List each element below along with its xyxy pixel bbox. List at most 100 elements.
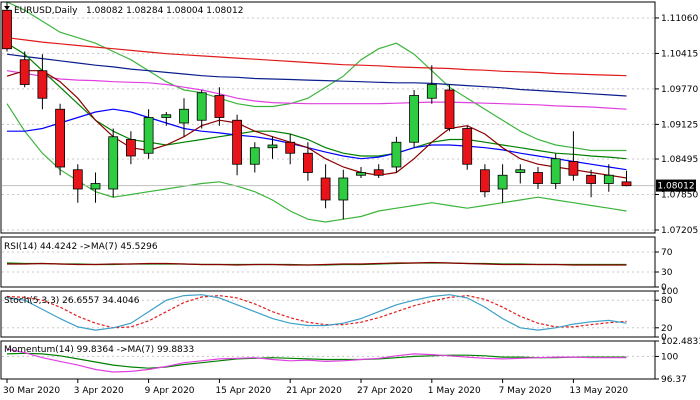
momentum-y-tick-label: 100 <box>661 352 678 362</box>
price-y-tick-label: 1.08495 <box>661 155 698 165</box>
ohlc-values: 1.08082 1.08284 1.08004 1.08012 <box>86 6 243 16</box>
bollinger-upper-line <box>6 1 627 152</box>
candle-body <box>267 144 278 149</box>
rsi-title: RSI(14) 44.4242 ->MA(7) 45.5296 <box>4 242 158 252</box>
momentum-signal-line <box>6 352 627 369</box>
candle <box>479 164 490 198</box>
candle-body <box>409 95 420 143</box>
rsi-panel-border <box>0 236 656 288</box>
candle-body <box>72 169 83 190</box>
price-y-tick-label: 1.09125 <box>661 120 698 130</box>
candle-body <box>161 114 172 118</box>
x-axis: 30 Mar 2020 3 Apr 2020 9 Apr 2020 15 Apr 20… <box>3 379 628 396</box>
x-tick-label: 1 May 2020 <box>428 386 481 396</box>
x-tick-label: 21 Apr 2020 <box>286 386 342 396</box>
candle-body <box>37 70 48 99</box>
bollinger-lower-line <box>6 103 627 223</box>
x-tick-label: 27 Apr 2020 <box>357 386 413 396</box>
momentum-y-tick-label: 102.4831 <box>661 337 700 347</box>
candle-body <box>285 141 296 154</box>
candle <box>37 54 48 110</box>
stoch-y-tick-label: 80 <box>661 296 673 306</box>
candle <box>426 65 437 104</box>
candle <box>196 90 207 129</box>
candle <box>249 142 260 173</box>
candle-body <box>126 139 136 157</box>
price-y-tick-label: 1.07205 <box>661 226 698 236</box>
candle <box>232 114 243 176</box>
price-y-tick-label: 1.09770 <box>661 85 698 95</box>
chart-title: EURUSD,Daily 1.08082 1.08284 1.08004 1.0… <box>4 6 243 16</box>
candle-body <box>603 174 614 184</box>
moving-average-blue-line <box>7 108 627 171</box>
x-tick-label: 15 Apr 2020 <box>215 386 271 396</box>
candle <box>72 164 83 203</box>
candle-body <box>320 177 331 201</box>
candle <box>586 169 596 198</box>
candle <box>302 142 313 181</box>
price-y-tick-label: 1.10415 <box>661 49 698 59</box>
candle <box>143 109 154 159</box>
candle-body <box>426 84 437 99</box>
last-price-label: 1.08012 <box>657 182 694 192</box>
x-tick-label: 3 Apr 2020 <box>74 386 124 396</box>
candle <box>444 84 455 132</box>
x-tick-label: 30 Mar 2020 <box>3 386 60 396</box>
momentum-panel[interactable]: 102.4831 100 96.37 Momentum(14) 99.8364 ->… <box>0 337 700 385</box>
candle <box>2 2 12 52</box>
rsi-y-tick-label: 0 <box>661 283 667 293</box>
momentum-lines <box>6 348 627 373</box>
candle-body <box>232 119 243 165</box>
last-price-background <box>656 179 696 192</box>
candle-body <box>90 183 101 190</box>
candle <box>497 164 508 203</box>
collapse-arrow-icon[interactable] <box>4 6 10 10</box>
momentum-main-line <box>6 348 627 373</box>
candle-body <box>391 141 402 168</box>
price-y-tick-label: 1.07850 <box>661 191 698 201</box>
candle-body <box>214 95 225 118</box>
x-tick-label: 7 May 2020 <box>499 386 552 396</box>
x-tick-label: 9 Apr 2020 <box>145 386 195 396</box>
candle <box>320 164 331 209</box>
rsi-y-tick-label: 70 <box>661 248 673 258</box>
candle <box>603 164 614 192</box>
moving-average-green-line <box>6 42 627 160</box>
momentum-title: Momentum(14) 99.8364 ->MA(7) 99.8833 <box>4 345 194 355</box>
candle-body <box>179 108 189 124</box>
candle <box>550 153 561 189</box>
candle-body <box>462 128 473 165</box>
candle-body <box>444 89 455 129</box>
candle <box>568 131 579 181</box>
momentum-y-tick-label: 96.37 <box>661 375 687 385</box>
candle-body <box>568 161 579 176</box>
candle <box>19 51 30 88</box>
candle <box>409 90 420 148</box>
candle <box>533 167 543 189</box>
rsi-panel[interactable]: 70 30 0 RSI(14) 44.4242 ->MA(7) 45.5296 <box>0 236 673 293</box>
candle-body <box>373 169 384 176</box>
momentum-panel-border <box>0 340 656 380</box>
candle <box>161 112 172 126</box>
candle <box>391 136 402 173</box>
price-y-tick-label: 1.11060 <box>661 14 698 24</box>
stoch-title: Stoch(5,3,3) 26.6557 34.4046 <box>4 296 140 306</box>
price-panel[interactable]: 1.11060 1.10415 1.09770 1.09125 1.08495 1.078… <box>0 1 698 236</box>
price-candles <box>2 2 632 220</box>
stoch-y-tick-label: 20 <box>661 324 673 334</box>
candle <box>621 170 632 187</box>
candle <box>108 128 119 198</box>
candle-body <box>19 59 30 85</box>
stoch-panel-border <box>0 290 656 338</box>
rsi-lines <box>6 261 627 266</box>
candle <box>515 164 526 184</box>
stoch-grid <box>2 299 655 329</box>
candle <box>285 134 296 165</box>
moving-average-pink-line <box>6 70 627 110</box>
candle <box>373 164 384 178</box>
candle <box>267 136 278 159</box>
candle-body <box>533 172 543 184</box>
